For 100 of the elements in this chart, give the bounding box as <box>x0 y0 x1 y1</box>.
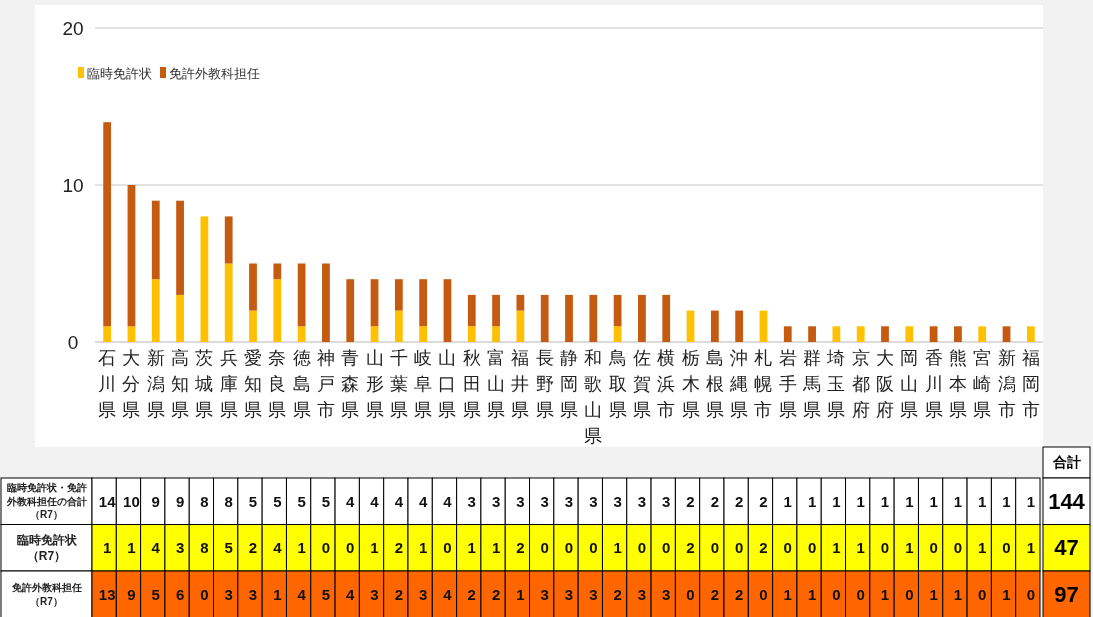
data-label: 1 <box>467 539 476 556</box>
text: 10 <box>123 492 140 510</box>
data-label: 1 <box>953 585 963 603</box>
text: 1 <box>978 492 987 510</box>
data-label: 3 <box>589 585 598 603</box>
x-tick-label: 宮崎県 <box>973 348 992 420</box>
bar <box>856 326 865 342</box>
data-label: 5 <box>321 585 331 603</box>
bar <box>224 216 233 264</box>
legend-label: 臨時免許状 <box>87 65 152 81</box>
x-tick-label: 大阪府 <box>876 348 894 420</box>
data-label: 1 <box>1002 585 1011 603</box>
data-label: 2 <box>394 539 404 556</box>
data-label: 0 <box>1002 539 1011 556</box>
data-label: 13 <box>98 585 116 603</box>
text: 9 <box>175 492 185 510</box>
text: 3 <box>564 492 574 510</box>
bar <box>419 326 428 342</box>
x-tick-label: 新潟県 <box>146 348 165 420</box>
text: 1 <box>783 492 792 510</box>
data-label: 1 <box>273 585 282 603</box>
data-label: 4 <box>346 585 356 603</box>
x-tick-label: 青森県 <box>341 348 360 420</box>
bar <box>565 294 573 342</box>
data-label: 0 <box>589 539 598 556</box>
bar <box>540 294 549 342</box>
bar <box>151 279 160 342</box>
data-label: 0 <box>200 585 209 603</box>
text: 144 <box>1048 488 1086 514</box>
bar <box>249 310 257 342</box>
text: 1 <box>856 492 865 510</box>
x-tick-label: 山口県 <box>438 348 457 420</box>
text: 5 <box>273 492 282 510</box>
bar <box>492 326 500 342</box>
data-label: 3 <box>540 585 549 603</box>
x-tick-label: 札幌市 <box>754 348 773 420</box>
data-label: 1 <box>880 585 890 603</box>
data-label: 0 <box>856 585 865 603</box>
x-tick-label: 愛知県 <box>244 348 262 420</box>
data-label: 0 <box>637 539 647 556</box>
x-tick-label: 熊本県 <box>948 348 967 420</box>
text: 3 <box>467 492 476 510</box>
data-label: 2 <box>491 585 501 603</box>
bar <box>224 263 233 342</box>
x-tick-label: 石川県 <box>98 348 117 420</box>
bar <box>346 279 355 342</box>
data-label: 3 <box>224 585 233 603</box>
text: 5 <box>297 492 306 510</box>
text: 1 <box>905 492 914 510</box>
data-label: 0 <box>734 539 744 556</box>
bar <box>297 326 306 342</box>
text: 4 <box>346 492 356 510</box>
bar <box>370 326 379 342</box>
text: 8 <box>224 492 233 510</box>
data-label: 1 <box>832 539 841 556</box>
data-label: 8 <box>200 539 209 556</box>
data-label: 0 <box>1026 585 1036 603</box>
bar <box>1026 326 1035 342</box>
x-tick-label: 富山県 <box>487 348 506 420</box>
text: 14 <box>98 492 117 510</box>
data-label: 2 <box>759 539 768 556</box>
text: 1 <box>880 492 890 510</box>
text: 3 <box>637 492 647 510</box>
data-label: 9 <box>127 585 136 603</box>
bar <box>978 326 987 342</box>
text: 1 <box>832 492 841 510</box>
data-label: 2 <box>710 585 720 603</box>
bar <box>467 326 476 342</box>
data-label: 0 <box>686 585 695 603</box>
data-label: 1 <box>613 539 622 556</box>
data-label: 1 <box>418 539 428 556</box>
bar <box>516 294 525 311</box>
text: 合計 <box>1051 453 1081 470</box>
data-label: 0 <box>978 585 987 603</box>
data-label: 2 <box>248 539 258 556</box>
x-tick-label: 香川県 <box>924 348 943 420</box>
text: 2 <box>734 492 744 510</box>
data-label: 4 <box>297 585 307 603</box>
data-label: 1 <box>978 539 987 556</box>
bar <box>638 294 646 342</box>
data-label: 2 <box>734 585 744 603</box>
text: 1 <box>1002 492 1011 510</box>
bar <box>394 310 403 342</box>
x-tick-label: 徳島県 <box>292 348 311 420</box>
x-tick-label: 栃木県 <box>681 348 700 420</box>
data-label: 3 <box>564 585 574 603</box>
data-label: 3 <box>248 585 258 603</box>
text: 1 <box>953 492 963 510</box>
data-label: 0 <box>880 539 890 556</box>
text: 1 <box>929 492 938 510</box>
data-label: 0 <box>905 585 914 603</box>
bar <box>735 310 744 342</box>
x-tick-label: 岡山県 <box>900 348 919 420</box>
bar <box>783 326 792 342</box>
x-tick-label: 山形県 <box>365 348 384 420</box>
data-label: 0 <box>564 539 574 556</box>
data-label: 1 <box>491 539 501 556</box>
x-tick-label: 群馬県 <box>802 348 822 420</box>
bar <box>297 263 306 327</box>
bar <box>929 326 938 342</box>
